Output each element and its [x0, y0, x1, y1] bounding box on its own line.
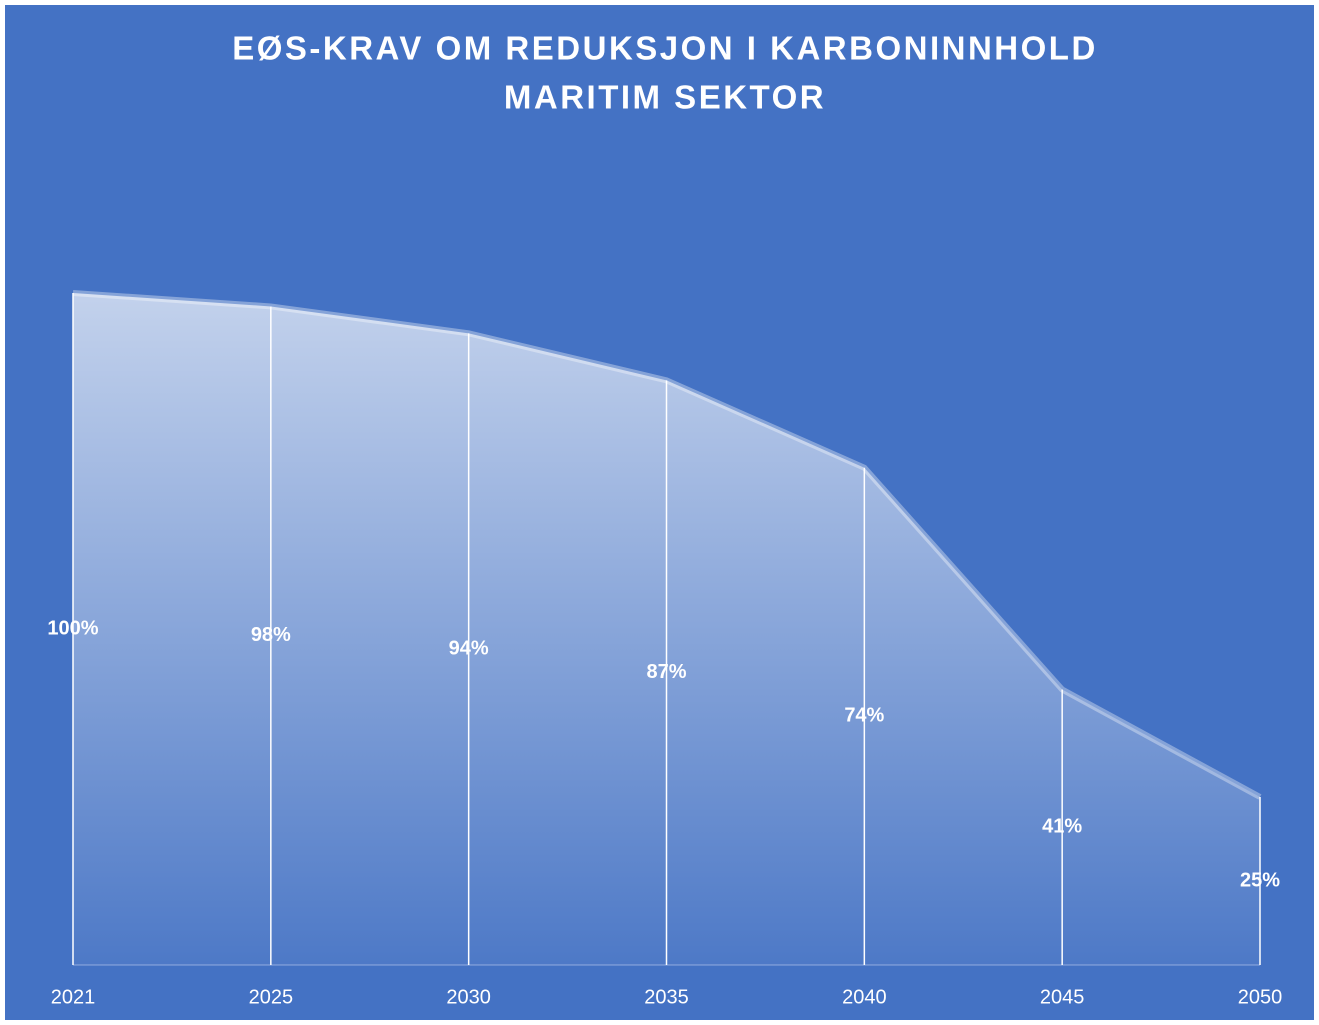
data-label: 25% [1240, 869, 1280, 891]
x-tick-label: 2035 [644, 986, 689, 1008]
data-label: 100% [47, 617, 98, 639]
x-tick-label: 2025 [249, 986, 294, 1008]
data-label: 41% [1042, 816, 1082, 838]
x-tick-label: 2040 [842, 986, 887, 1008]
data-label: 74% [844, 705, 884, 727]
data-label: 98% [251, 624, 291, 646]
x-tick-label: 2021 [51, 986, 96, 1008]
chart-title: EØS-KRAV OM REDUKSJON I KARBONINNHOLD [232, 30, 1098, 67]
data-label: 87% [646, 661, 686, 683]
x-tick-label: 2030 [446, 986, 491, 1008]
data-label: 94% [449, 637, 489, 659]
x-tick-label: 2050 [1238, 986, 1283, 1008]
chart-title: MARITIM SEKTOR [504, 79, 826, 116]
x-tick-label: 2045 [1040, 986, 1085, 1008]
